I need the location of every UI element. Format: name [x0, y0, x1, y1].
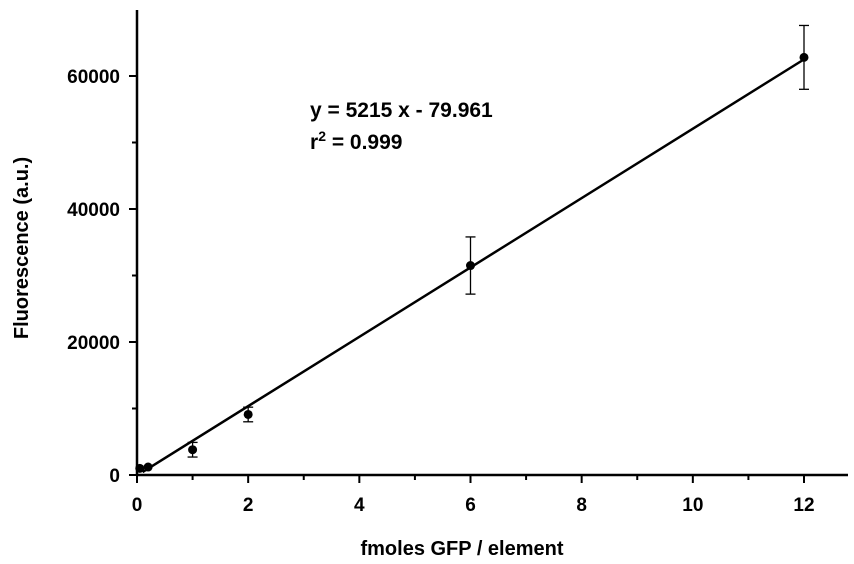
r-squared: r2 = 0.999	[310, 128, 402, 154]
r-squared-value: = 0.999	[326, 131, 402, 154]
data-point	[143, 462, 153, 472]
data-point	[466, 261, 475, 271]
y-axis-title: Fluorescence (a.u.)	[11, 157, 33, 339]
x-axis-title: fmoles GFP / element	[360, 538, 563, 560]
fit-equation: y = 5215 x - 79.961	[310, 99, 493, 122]
x-ticks: 0 2 4 6 8 10 12	[132, 475, 815, 516]
y-tick-label: 20000	[67, 333, 120, 354]
y-ticks: 0 20000 40000 60000	[67, 67, 137, 487]
x-tick-label: 10	[682, 495, 703, 516]
x-tick-label: 6	[465, 495, 476, 516]
r-squared-base: r	[310, 131, 318, 154]
data-point	[799, 52, 809, 62]
x-tick-label: 8	[576, 495, 587, 516]
r-squared-exponent: 2	[318, 128, 326, 144]
x-tick-label: 0	[132, 495, 143, 516]
y-tick-label: 0	[109, 466, 120, 487]
error-bars	[187, 24, 809, 458]
x-tick-label: 4	[354, 495, 365, 516]
data-point	[188, 445, 198, 455]
y-tick-label: 40000	[67, 200, 120, 221]
x-tick-label: 12	[793, 495, 814, 516]
x-tick-label: 2	[243, 495, 254, 516]
y-tick-label: 60000	[67, 67, 120, 88]
data-point	[243, 409, 253, 419]
